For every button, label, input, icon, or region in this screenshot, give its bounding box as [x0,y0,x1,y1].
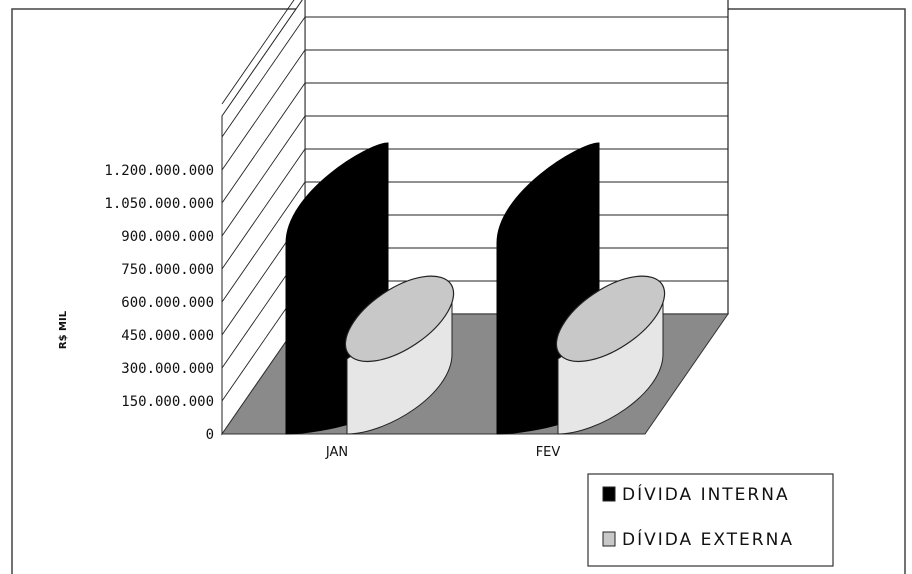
y-tick-label: 600.000.000 [121,295,214,311]
y-tick-label: 300.000.000 [121,361,214,377]
x-tick-label: FEV [536,445,561,460]
side-gridline [221,49,306,171]
y-tick-label: 150.000.000 [121,394,214,410]
side-gridline [221,181,306,303]
x-axis-labels: JAN FEV [325,445,561,460]
side-gridline [221,115,306,237]
side-gridline [221,148,306,270]
side-gridline [221,82,306,204]
y-tick-label: 450.000.000 [121,328,214,344]
y-tick-label: 900.000.000 [121,229,214,245]
y-axis-label: R$ MIL [58,310,69,349]
side-gridline [221,0,295,105]
legend-swatch-divida-externa [602,531,616,547]
bar-externa-top [555,275,666,363]
y-tick-label: 1.200.000.000 [104,163,214,179]
bar-divida-externa-jan [344,275,455,435]
y-tick-label: 0 [206,427,214,443]
y-axis-ticks: 0 150.000.000 300.000.000 450.000.000 600.00… [104,163,214,443]
x-tick-label: JAN [325,445,348,460]
bar-externa-top [344,275,455,363]
y-tick-label: 1.050.000.000 [104,196,214,212]
side-gridline [221,16,306,138]
legend: DÍVIDA INTERNA DÍVIDA EXTERNA [587,473,834,567]
bar-divida-externa-fev [555,275,666,435]
legend-label-divida-externa: DÍVIDA EXTERNA [622,528,794,550]
legend-label-divida-interna: DÍVIDA INTERNA [622,483,790,505]
y-tick-label: 750.000.000 [121,262,214,278]
bars [285,142,666,435]
legend-box [587,473,834,567]
legend-swatch-divida-interna [602,486,616,502]
